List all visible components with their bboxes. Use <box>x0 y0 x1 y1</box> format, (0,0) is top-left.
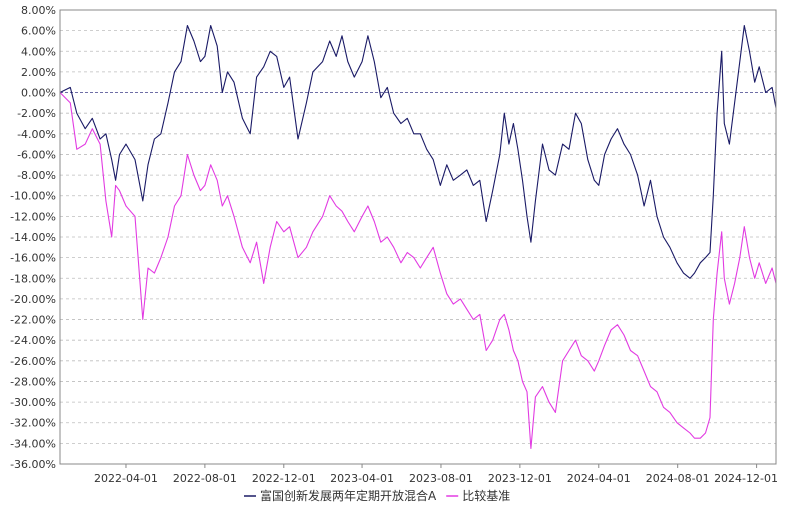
y-tick-label: -14.00% <box>10 231 56 244</box>
y-tick-label: -18.00% <box>10 272 56 285</box>
y-tick-label: 8.00% <box>21 4 56 17</box>
x-axis-tick-labels: 2022-04-01 2022-08-01 2022-12-01 2023-04-01… <box>94 464 778 485</box>
legend-label-benchmark: 比较基准 <box>462 488 510 503</box>
y-tick-label: -32.00% <box>10 417 56 430</box>
y-tick-label: 0.00% <box>21 87 56 100</box>
y-tick-label: -24.00% <box>10 334 56 347</box>
y-tick-label: -2.00% <box>17 107 56 120</box>
y-tick-label: 2.00% <box>21 66 56 79</box>
x-tick-label: 2022-08-01 <box>173 472 237 485</box>
y-tick-label: -22.00% <box>10 314 56 327</box>
y-tick-label: -16.00% <box>10 252 56 265</box>
y-tick-label: -6.00% <box>17 148 56 161</box>
y-tick-label: -28.00% <box>10 375 56 388</box>
y-tick-label: -8.00% <box>17 169 56 182</box>
legend-label-fund: 富国创新发展两年定期开放混合A <box>260 488 437 503</box>
y-tick-label: -12.00% <box>10 210 56 223</box>
y-tick-label: 4.00% <box>21 45 56 58</box>
series-line-fund <box>59 24 777 279</box>
series-lines <box>59 24 777 450</box>
legend: 富国创新发展两年定期开放混合A 比较基准 <box>244 488 510 503</box>
grid-lines <box>60 9 776 465</box>
y-tick-label: -30.00% <box>10 396 56 409</box>
series-line-benchmark <box>59 92 777 450</box>
x-tick-label: 2024-04-01 <box>567 472 631 485</box>
x-tick-label: 2023-08-01 <box>409 472 473 485</box>
y-tick-label: -20.00% <box>10 293 56 306</box>
y-tick-label: -4.00% <box>17 128 56 141</box>
y-tick-label: 6.00% <box>21 25 56 38</box>
y-axis-tick-labels: 8.00% 6.00% 4.00% 2.00% 0.00% -2.00% -4.00% -6.… <box>10 4 56 471</box>
x-tick-label: 2022-04-01 <box>94 472 158 485</box>
x-tick-label: 2024-12-01 <box>714 472 778 485</box>
plot-frame <box>59 9 777 465</box>
y-tick-label: -36.00% <box>10 458 56 471</box>
y-tick-label: -10.00% <box>10 190 56 203</box>
y-tick-label: -34.00% <box>10 437 56 450</box>
x-tick-label: 2024-08-01 <box>646 472 710 485</box>
x-tick-label: 2023-12-01 <box>488 472 552 485</box>
x-tick-label: 2022-12-01 <box>252 472 316 485</box>
y-tick-label: -26.00% <box>10 355 56 368</box>
x-tick-label: 2023-04-01 <box>330 472 394 485</box>
